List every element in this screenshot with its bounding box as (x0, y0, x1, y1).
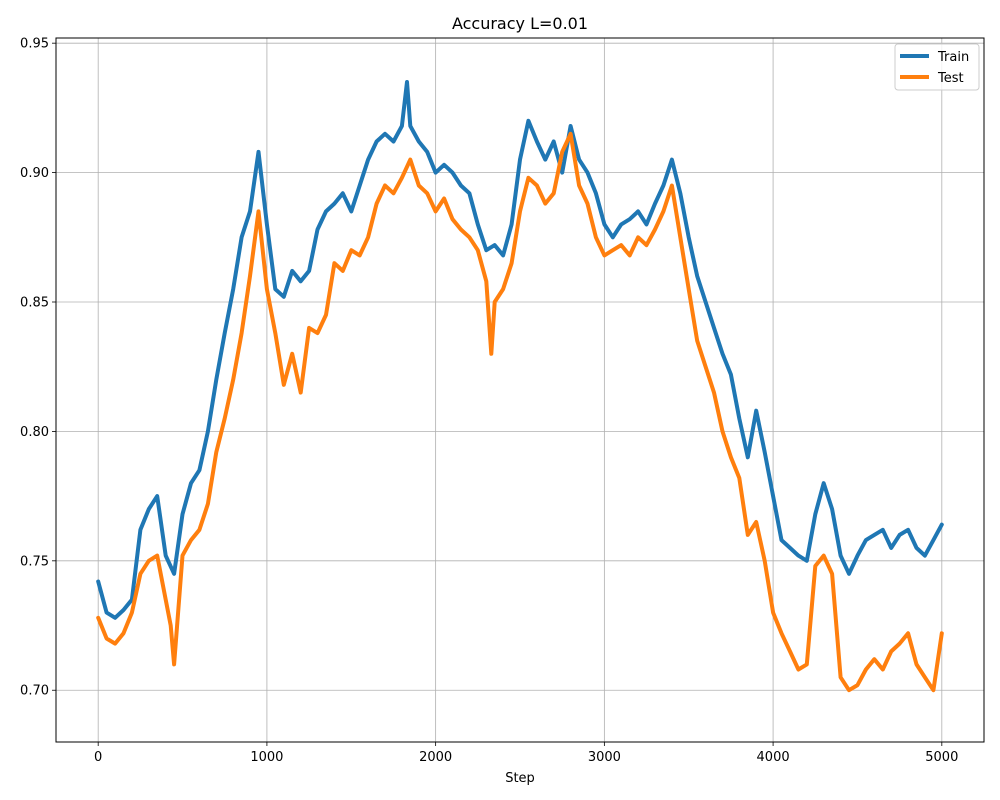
series-line-test (96, 131, 944, 693)
y-tick-label: 0.80 (20, 425, 49, 440)
x-tick-label: 2000 (419, 750, 452, 765)
y-tick-label: 0.95 (20, 37, 49, 52)
x-tick-label: 0 (94, 750, 102, 765)
y-tick-label: 0.90 (20, 166, 49, 181)
y-tick-label: 0.85 (20, 296, 49, 311)
legend-label-test: Test (937, 71, 964, 86)
legend-label-train: Train (937, 50, 969, 65)
y-tick-label: 0.70 (20, 684, 49, 699)
x-tick-label: 1000 (250, 750, 283, 765)
axis-ticks: 0 1000 2000 3000 4000 5000 0.70 0.75 0.80 0.85 0.9… (20, 37, 958, 765)
plot-frame (55, 37, 985, 743)
series-line-train (96, 80, 944, 620)
x-axis-title: Step (505, 771, 535, 786)
x-tick-label: 5000 (925, 750, 958, 765)
y-tick-label: 0.75 (20, 554, 49, 569)
series-lines (96, 80, 944, 693)
x-tick-label: 3000 (588, 750, 621, 765)
legend: Train Test (894, 43, 980, 91)
chart-title: Accuracy L=0.01 (452, 14, 588, 33)
grid-lines (56, 38, 984, 742)
plot-background (56, 38, 984, 742)
x-tick-label: 4000 (757, 750, 790, 765)
